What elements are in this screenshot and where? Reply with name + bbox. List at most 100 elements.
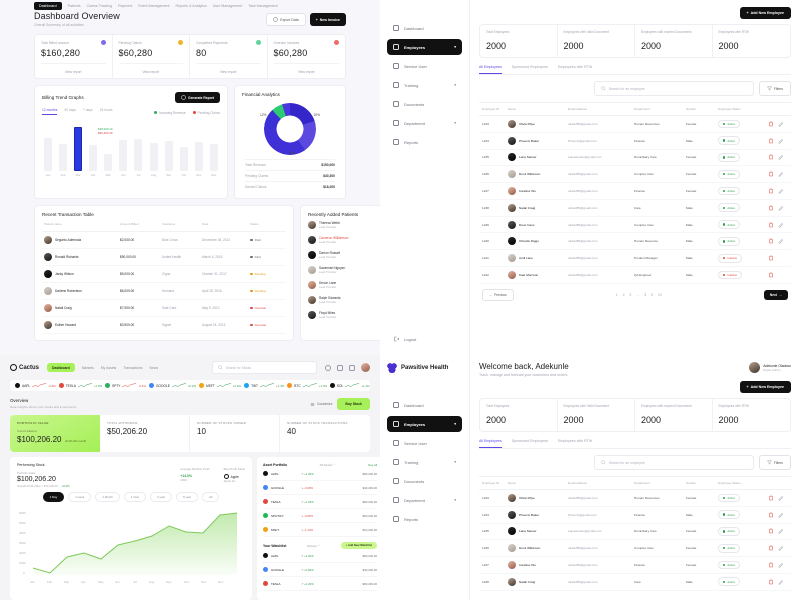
delete-icon[interactable]: [768, 222, 774, 228]
list-item[interactable]: Ralph Edwards Lead Provider: [308, 293, 380, 308]
sidebar-item-reports[interactable]: Reports: [387, 511, 462, 527]
generate-report-button[interactable]: Generate Report: [175, 92, 220, 103]
range-1-day[interactable]: 1 Day: [42, 492, 65, 502]
list-item[interactable]: Cameron Williamson Lead Provider: [308, 233, 380, 248]
range-24-hours[interactable]: 24 hours: [99, 108, 113, 112]
table-row[interactable]: 1242 Kate Morrison olivia455@gmail.com QA E…: [479, 267, 791, 284]
bar[interactable]: [149, 142, 158, 171]
ticker-msft[interactable]: MSFT +0.6%: [199, 383, 241, 388]
table-row[interactable]: Natali Craig $7,900.00 Safe Care May 9, 201…: [42, 300, 286, 317]
list-item[interactable]: Floyd Miles Lead Provider: [308, 308, 380, 323]
delete-icon[interactable]: [768, 272, 774, 278]
table-row[interactable]: 1237 Candice Wu olivia455@gmail.com Finance…: [479, 557, 791, 574]
range-7-days[interactable]: 7 days: [82, 108, 93, 112]
table-row[interactable]: 1238 Natali Craig olivia455@gmail.com Care M…: [479, 574, 791, 591]
tab-all-employees-top[interactable]: All Employees: [479, 65, 502, 74]
asset-row[interactable]: AAPL ↗ +1.20% $80,206.20: [263, 467, 377, 481]
table-row[interactable]: 1235 Lana Steiner Lanasteiner@gmail.com Dom…: [479, 150, 791, 167]
buy-stock-button[interactable]: Buy Stock: [337, 398, 370, 410]
table-row[interactable]: 1235 Lana Steiner Lanasteiner@gmail.com Dom…: [479, 524, 791, 541]
bar-column[interactable]: Mar: [74, 127, 83, 177]
edit-icon[interactable]: [778, 562, 784, 568]
nav-tab-dashboard[interactable]: Dashboard: [34, 1, 62, 10]
tab-sponsored-employees-top[interactable]: Sponsored Employees: [511, 65, 548, 69]
page-number[interactable]: 10: [658, 292, 662, 297]
bar-column[interactable]: Nov: [194, 141, 203, 177]
user-profile[interactable]: Adekunle Oladosu Super Admin: [749, 362, 791, 373]
new-invoice-button[interactable]: + New Invoice: [309, 13, 346, 26]
bar-column[interactable]: Jan: [44, 138, 52, 177]
edit-icon[interactable]: [778, 205, 784, 211]
filters-button-bottom[interactable]: Filters: [758, 455, 791, 470]
table-row[interactable]: 1234 Phoenix Baker Phoenix@gmail.com Financ…: [479, 133, 791, 150]
delete-icon[interactable]: [768, 121, 774, 127]
delete-icon[interactable]: [768, 171, 774, 177]
bar-column[interactable]: May: [104, 154, 113, 177]
table-row[interactable]: 1236 Demi Wilkinson olivia455@gmail.com Com…: [479, 166, 791, 184]
watchlist-sort[interactable]: Owners ⌃: [306, 543, 321, 548]
delete-icon[interactable]: [768, 205, 774, 211]
avatar[interactable]: [361, 363, 370, 372]
asset-portfolio-sort[interactable]: All Stocks ⌃: [319, 463, 336, 467]
logout-button-top[interactable]: Logout: [387, 331, 462, 347]
cactus-nav-markets[interactable]: Markets: [81, 365, 94, 370]
nav-tab-patients[interactable]: Patients: [67, 3, 81, 8]
table-row[interactable]: 1233 Olivia Rhye olivia455@gmail.com Human …: [479, 116, 791, 133]
sidebar-item-employees[interactable]: Employees ▾: [387, 416, 462, 432]
bar-column[interactable]: Feb: [59, 143, 68, 177]
bar[interactable]: [164, 141, 173, 171]
sidebar-item-service-user[interactable]: Service User: [387, 58, 462, 74]
next-button-top[interactable]: Next →: [763, 289, 788, 300]
page-number[interactable]: 1: [615, 292, 618, 297]
delete-icon[interactable]: [768, 238, 774, 244]
sidebar-item-dashboard[interactable]: Dashboard: [387, 397, 462, 413]
table-row[interactable]: 1239 Drew Cano olivia455@gmail.com Complex …: [479, 217, 791, 234]
kpi-view-report-link[interactable]: View report: [273, 63, 339, 78]
previous-button-top[interactable]: ← Previous: [482, 288, 514, 301]
sidebar-item-training[interactable]: Training ▾: [387, 454, 462, 470]
sidebar-item-dashboard[interactable]: Dashboard: [387, 20, 462, 36]
list-item[interactable]: Theresa Webb Lead Provider: [308, 218, 380, 233]
asset-row[interactable]: TESLA ↗ +1.25% $80,206.20: [263, 495, 377, 509]
bar[interactable]: [104, 154, 113, 171]
delete-icon[interactable]: [768, 495, 774, 501]
bar[interactable]: [89, 145, 98, 171]
bar-column[interactable]: Sep: [164, 141, 173, 177]
tab-employees-with-rtw-top[interactable]: Employees with RTW: [557, 65, 593, 69]
bar-column[interactable]: Aug: [149, 142, 158, 177]
nav-tab-task-management[interactable]: Task Management: [248, 3, 278, 8]
theme-toggle-icon[interactable]: [325, 364, 331, 371]
page-number[interactable]: 9: [651, 292, 654, 297]
edit-icon[interactable]: [778, 121, 784, 127]
edit-icon[interactable]: [778, 188, 784, 194]
add-new-employee-button-top[interactable]: + Add New Employee: [739, 7, 791, 19]
table-row[interactable]: 1234 Phoenix Baker Phoenix@gmail.com Financ…: [479, 507, 791, 524]
table-row[interactable]: Ronald Richards $90,000.00 United Health Ma…: [42, 249, 286, 266]
range-2-year[interactable]: 2 year: [150, 492, 173, 502]
asset-portfolio-see-all[interactable]: See all: [368, 463, 377, 467]
bar-column[interactable]: Oct: [179, 147, 188, 177]
delete-icon[interactable]: [768, 528, 774, 534]
ticker-btc[interactable]: BTC +1.0%: [287, 383, 327, 388]
asset-row[interactable]: MSFT ↘ -1.10% $10,206.20: [263, 523, 377, 537]
edit-icon[interactable]: [778, 138, 784, 144]
page-number[interactable]: …: [636, 292, 640, 297]
delete-icon[interactable]: [768, 255, 774, 261]
bar-column[interactable]: Jun: [119, 140, 128, 177]
range-5-year[interactable]: 5 year: [176, 492, 199, 502]
table-row[interactable]: 1236 Demi Wilkinson olivia455@gmail.com Com…: [479, 540, 791, 558]
notification-bell-icon[interactable]: [337, 364, 343, 371]
edit-icon[interactable]: [778, 528, 784, 534]
delete-icon[interactable]: [768, 188, 774, 194]
tab-sponsored-employees-bottom[interactable]: Sponsored Employees: [511, 439, 548, 443]
table-row[interactable]: 1237 Candice Wu olivia455@gmail.com Finance…: [479, 183, 791, 200]
edit-icon[interactable]: [778, 495, 784, 501]
table-row[interactable]: 1238 Natali Craig olivia455@gmail.com Care M…: [479, 200, 791, 217]
cactus-nav-news[interactable]: News: [149, 365, 159, 370]
filters-button-top[interactable]: Filters: [758, 81, 791, 96]
bar[interactable]: [194, 141, 203, 171]
delete-icon[interactable]: [768, 545, 774, 551]
bar-column[interactable]: Dec: [209, 143, 218, 177]
bar[interactable]: [134, 139, 143, 171]
table-row[interactable]: Segunto Aderinola $2,000.00 Blue Cross Dece…: [42, 232, 286, 249]
